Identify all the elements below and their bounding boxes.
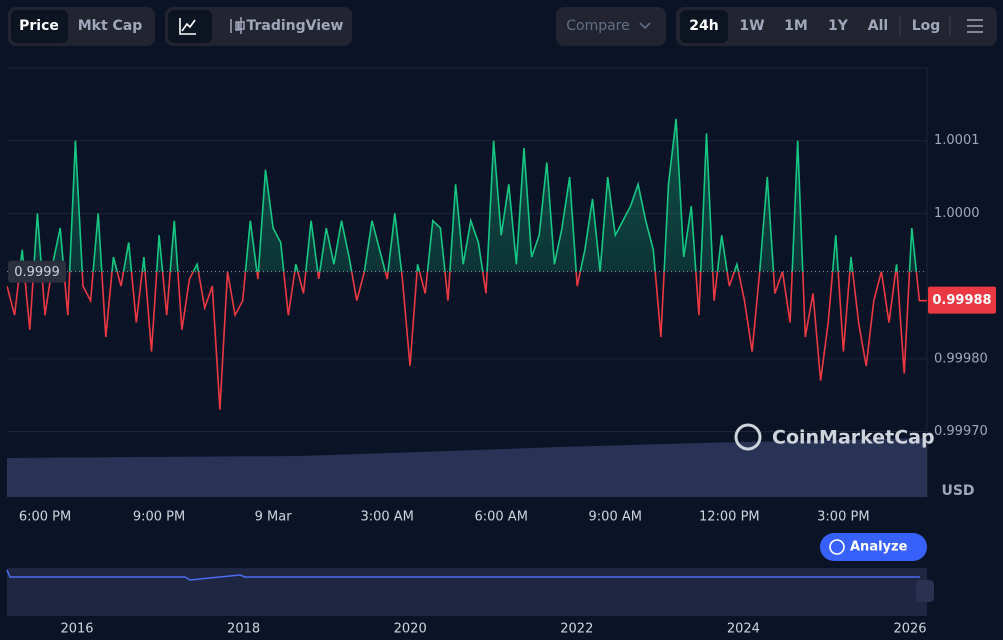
range-button[interactable]: All	[868, 18, 888, 34]
x-tick-label: 9:00 PM	[133, 510, 185, 525]
range-group	[676, 7, 997, 46]
range-button[interactable]: 1Y	[828, 18, 849, 34]
price-tab[interactable]	[11, 10, 68, 43]
volume	[7, 438, 927, 497]
navigator-line	[6, 569, 920, 581]
candle-icon	[230, 17, 245, 34]
watermark: CoinMarketCap	[772, 427, 935, 449]
x-tick-label: 3:00 AM	[360, 510, 413, 525]
x-tick-label: 6:00 AM	[474, 510, 527, 525]
year-label: 2016	[60, 622, 93, 637]
area-up	[7, 118, 927, 272]
compare-button[interactable]	[556, 7, 666, 46]
price-tab-label[interactable]: Price	[19, 18, 59, 34]
navigator-handle[interactable]	[916, 580, 934, 602]
line-icon	[179, 18, 196, 35]
x-tick-label: 6:00 PM	[19, 510, 71, 525]
y-tick-label: 1.0001	[934, 133, 980, 148]
range-button[interactable]: 1W	[739, 18, 764, 34]
year-label: 2024	[727, 622, 760, 637]
settings-icon[interactable]	[967, 19, 983, 33]
line-down	[7, 271, 927, 410]
currency: USD	[941, 483, 974, 499]
year-label: 2022	[560, 622, 593, 637]
mktcap-tab-label[interactable]: Mkt Cap	[78, 18, 143, 34]
x-tick-label: 3:00 PM	[817, 510, 869, 525]
current-price-tag	[928, 286, 996, 314]
range-button[interactable]: 1M	[784, 18, 808, 34]
x-tick-label: 9:00 AM	[589, 510, 642, 525]
compare-label[interactable]: Compare	[566, 18, 630, 34]
range-active	[680, 10, 728, 43]
line-up	[18, 118, 918, 272]
analyze-button[interactable]	[820, 533, 927, 561]
current-price-label: 0.99988	[932, 293, 991, 308]
analyze-icon	[829, 539, 845, 555]
baseline-tag	[8, 260, 66, 283]
year-label: 2020	[394, 622, 427, 637]
year-label: 2018	[227, 622, 260, 637]
log-button[interactable]: Log	[912, 18, 941, 34]
range-button[interactable]: 24h	[689, 18, 718, 34]
navigator	[7, 568, 927, 616]
y-tick-label: 0.99980	[934, 351, 988, 366]
x-tick-label: 9 Mar	[255, 510, 293, 525]
y-tick-label: 0.99970	[934, 424, 988, 439]
baseline-label: 0.9999	[14, 265, 60, 280]
cmc-logo	[734, 423, 762, 451]
chevron	[639, 22, 651, 30]
year-label: 2026	[893, 622, 926, 637]
x-tick-label: 12:00 PM	[699, 510, 760, 525]
tradingview-label[interactable]: TradingView	[247, 18, 344, 34]
analyze-label[interactable]: Analyze	[850, 540, 908, 555]
y-tick-label: 1.0000	[934, 206, 980, 221]
